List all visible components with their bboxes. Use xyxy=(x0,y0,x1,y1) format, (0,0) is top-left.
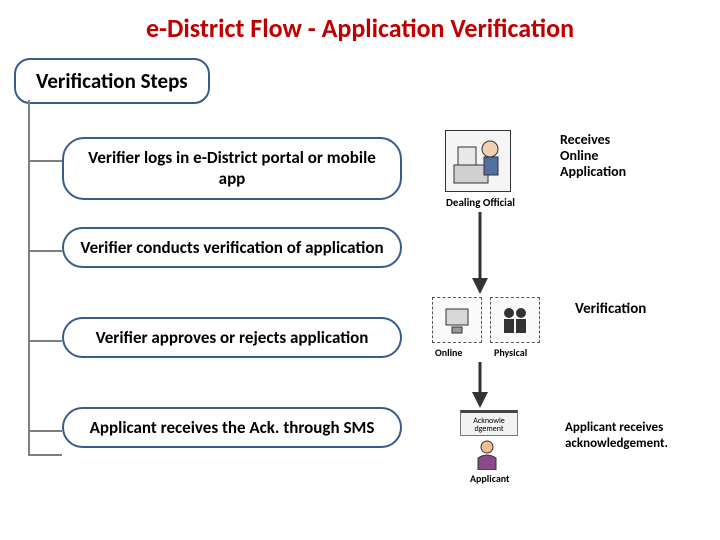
step-1: Verifier logs in e-District portal or mo… xyxy=(62,137,402,200)
verification-label: Verification xyxy=(575,300,646,318)
branch-1 xyxy=(28,160,62,162)
online-label: Online xyxy=(435,346,462,359)
step-3: Verifier approves or rejects application xyxy=(62,317,402,358)
ack-box-icon: Acknowledgement xyxy=(460,410,518,436)
arrow-2 xyxy=(468,362,492,410)
ack-text: Applicant receivesacknowledgement. xyxy=(565,420,668,451)
step-4: Applicant receives the Ack. through SMS xyxy=(62,407,402,448)
branch-4 xyxy=(28,430,62,432)
online-icon xyxy=(432,297,482,343)
applicant-label: Applicant xyxy=(470,472,510,485)
dealing-official-icon xyxy=(445,130,511,192)
branch-2 xyxy=(28,250,62,252)
steps-header: Verification Steps xyxy=(14,58,210,104)
physical-label: Physical xyxy=(494,346,527,359)
diagram-area: Verification Steps Verifier logs in e-Di… xyxy=(0,52,720,532)
branch-bottom-cap xyxy=(28,454,62,456)
page-title: e-District Flow - Application Verificati… xyxy=(0,0,720,52)
dealing-official-label: Dealing Official xyxy=(446,196,515,209)
step-2: Verifier conducts verification of applic… xyxy=(62,227,402,268)
arrow-1 xyxy=(468,212,492,296)
applicant-icon xyxy=(476,440,498,470)
branch-3 xyxy=(28,340,62,342)
physical-icon xyxy=(490,297,540,343)
receives-label: ReceivesOnlineApplication xyxy=(560,132,626,180)
tree-trunk xyxy=(28,100,30,455)
